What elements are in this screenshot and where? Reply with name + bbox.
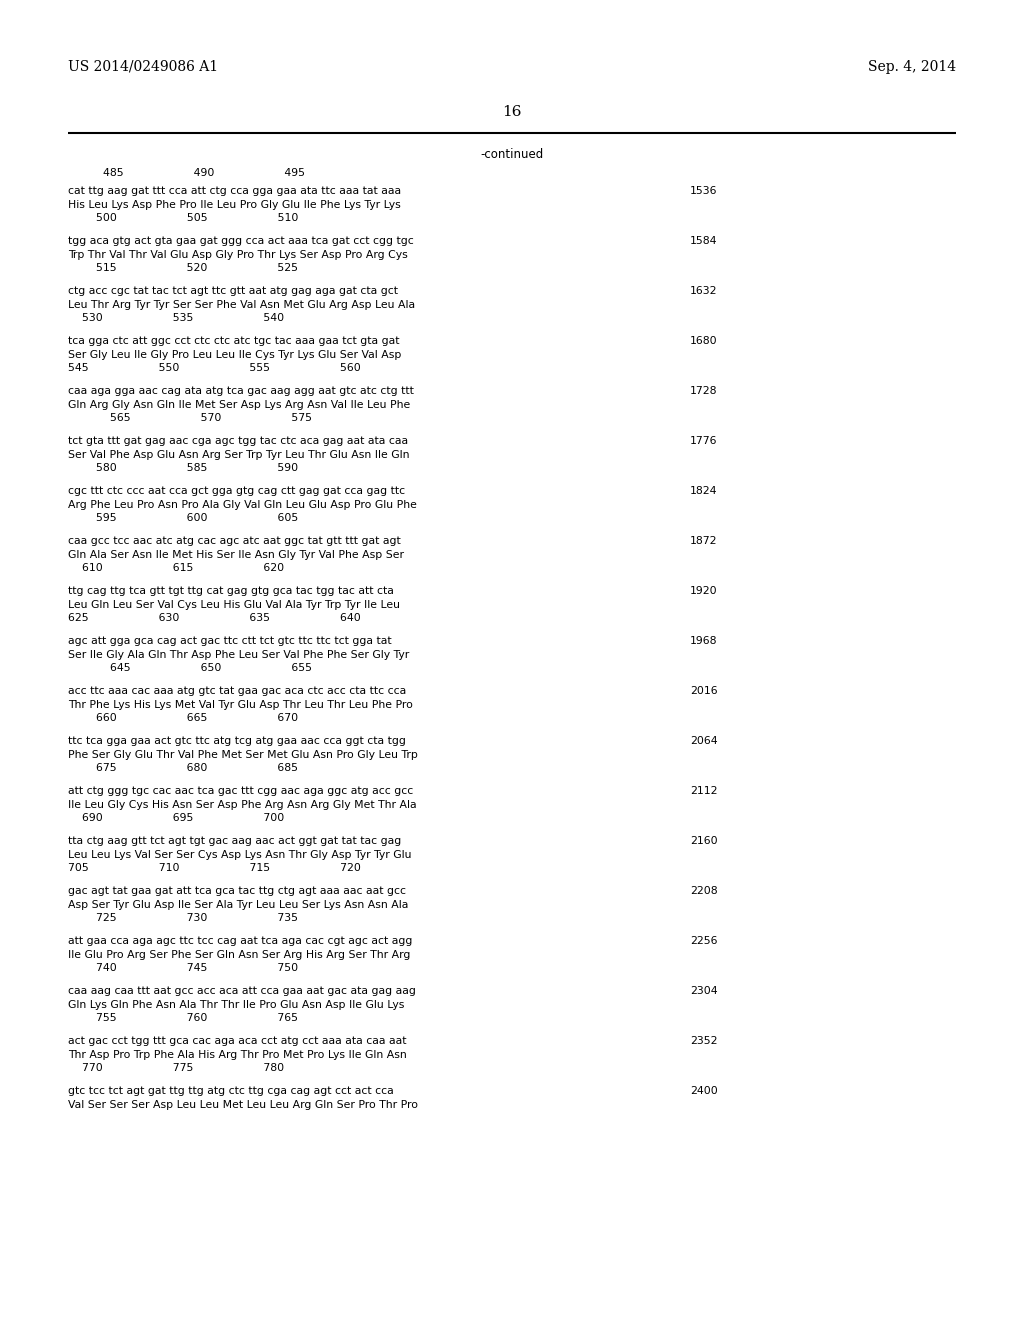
Text: 705                    710                    715                    720: 705 710 715 720 [68,863,360,873]
Text: 500                    505                    510: 500 505 510 [68,213,298,223]
Text: 625                    630                    635                    640: 625 630 635 640 [68,612,360,623]
Text: -continued: -continued [480,148,544,161]
Text: 1920: 1920 [690,586,718,597]
Text: att ctg ggg tgc cac aac tca gac ttt cgg aac aga ggc atg acc gcc: att ctg ggg tgc cac aac tca gac ttt cgg … [68,785,414,796]
Text: 2112: 2112 [690,785,718,796]
Text: 645                    650                    655: 645 650 655 [68,663,312,673]
Text: Thr Asp Pro Trp Phe Ala His Arg Thr Pro Met Pro Lys Ile Gln Asn: Thr Asp Pro Trp Phe Ala His Arg Thr Pro … [68,1049,407,1060]
Text: 1680: 1680 [690,337,718,346]
Text: act gac cct tgg ttt gca cac aga aca cct atg cct aaa ata caa aat: act gac cct tgg ttt gca cac aga aca cct … [68,1036,407,1045]
Text: Thr Phe Lys His Lys Met Val Tyr Glu Asp Thr Leu Thr Leu Phe Pro: Thr Phe Lys His Lys Met Val Tyr Glu Asp … [68,700,413,710]
Text: gac agt tat gaa gat att tca gca tac ttg ctg agt aaa aac aat gcc: gac agt tat gaa gat att tca gca tac ttg … [68,886,406,896]
Text: 2208: 2208 [690,886,718,896]
Text: cat ttg aag gat ttt cca att ctg cca gga gaa ata ttc aaa tat aaa: cat ttg aag gat ttt cca att ctg cca gga … [68,186,401,195]
Text: 16: 16 [502,106,522,119]
Text: caa aag caa ttt aat gcc acc aca att cca gaa aat gac ata gag aag: caa aag caa ttt aat gcc acc aca att cca … [68,986,416,997]
Text: tgg aca gtg act gta gaa gat ggg cca act aaa tca gat cct cgg tgc: tgg aca gtg act gta gaa gat ggg cca act … [68,236,414,246]
Text: 565                    570                    575: 565 570 575 [68,413,312,422]
Text: cgc ttt ctc ccc aat cca gct gga gtg cag ctt gag gat cca gag ttc: cgc ttt ctc ccc aat cca gct gga gtg cag … [68,486,406,496]
Text: 2400: 2400 [690,1086,718,1096]
Text: 515                    520                    525: 515 520 525 [68,263,298,273]
Text: 1584: 1584 [690,236,718,246]
Text: gtc tcc tct agt gat ttg ttg atg ctc ttg cga cag agt cct act cca: gtc tcc tct agt gat ttg ttg atg ctc ttg … [68,1086,394,1096]
Text: 740                    745                    750: 740 745 750 [68,964,298,973]
Text: acc ttc aaa cac aaa atg gtc tat gaa gac aca ctc acc cta ttc cca: acc ttc aaa cac aaa atg gtc tat gaa gac … [68,686,407,696]
Text: 1776: 1776 [690,436,718,446]
Text: agc att gga gca cag act gac ttc ctt tct gtc ttc ttc tct gga tat: agc att gga gca cag act gac ttc ctt tct … [68,636,391,645]
Text: tct gta ttt gat gag aac cga agc tgg tac ctc aca gag aat ata caa: tct gta ttt gat gag aac cga agc tgg tac … [68,436,409,446]
Text: 1632: 1632 [690,286,718,296]
Text: Phe Ser Gly Glu Thr Val Phe Met Ser Met Glu Asn Pro Gly Leu Trp: Phe Ser Gly Glu Thr Val Phe Met Ser Met … [68,750,418,759]
Text: 1872: 1872 [690,536,718,546]
Text: tca gga ctc att ggc cct ctc ctc atc tgc tac aaa gaa tct gta gat: tca gga ctc att ggc cct ctc ctc atc tgc … [68,337,399,346]
Text: caa gcc tcc aac atc atg cac agc atc aat ggc tat gtt ttt gat agt: caa gcc tcc aac atc atg cac agc atc aat … [68,536,400,546]
Text: 1968: 1968 [690,636,718,645]
Text: ttc tca gga gaa act gtc ttc atg tcg atg gaa aac cca ggt cta tgg: ttc tca gga gaa act gtc ttc atg tcg atg … [68,737,406,746]
Text: 485                    490                    495: 485 490 495 [68,168,305,178]
Text: US 2014/0249086 A1: US 2014/0249086 A1 [68,59,218,74]
Text: Ser Gly Leu Ile Gly Pro Leu Leu Ile Cys Tyr Lys Glu Ser Val Asp: Ser Gly Leu Ile Gly Pro Leu Leu Ile Cys … [68,350,401,359]
Text: Val Ser Ser Ser Asp Leu Leu Met Leu Leu Arg Gln Ser Pro Thr Pro: Val Ser Ser Ser Asp Leu Leu Met Leu Leu … [68,1100,418,1110]
Text: Ser Ile Gly Ala Gln Thr Asp Phe Leu Ser Val Phe Phe Ser Gly Tyr: Ser Ile Gly Ala Gln Thr Asp Phe Leu Ser … [68,649,410,660]
Text: 675                    680                    685: 675 680 685 [68,763,298,774]
Text: 580                    585                    590: 580 585 590 [68,463,298,473]
Text: Sep. 4, 2014: Sep. 4, 2014 [868,59,956,74]
Text: ttg cag ttg tca gtt tgt ttg cat gag gtg gca tac tgg tac att cta: ttg cag ttg tca gtt tgt ttg cat gag gtg … [68,586,394,597]
Text: ctg acc cgc tat tac tct agt ttc gtt aat atg gag aga gat cta gct: ctg acc cgc tat tac tct agt ttc gtt aat … [68,286,398,296]
Text: caa aga gga aac cag ata atg tca gac aag agg aat gtc atc ctg ttt: caa aga gga aac cag ata atg tca gac aag … [68,385,414,396]
Text: 690                    695                    700: 690 695 700 [68,813,285,822]
Text: tta ctg aag gtt tct agt tgt gac aag aac act ggt gat tat tac gag: tta ctg aag gtt tct agt tgt gac aag aac … [68,836,401,846]
Text: Trp Thr Val Thr Val Glu Asp Gly Pro Thr Lys Ser Asp Pro Arg Cys: Trp Thr Val Thr Val Glu Asp Gly Pro Thr … [68,249,408,260]
Text: 770                    775                    780: 770 775 780 [68,1063,284,1073]
Text: 2352: 2352 [690,1036,718,1045]
Text: 2160: 2160 [690,836,718,846]
Text: 595                    600                    605: 595 600 605 [68,513,298,523]
Text: 530                    535                    540: 530 535 540 [68,313,284,323]
Text: 2016: 2016 [690,686,718,696]
Text: Gln Arg Gly Asn Gln Ile Met Ser Asp Lys Arg Asn Val Ile Leu Phe: Gln Arg Gly Asn Gln Ile Met Ser Asp Lys … [68,400,411,409]
Text: Gln Lys Gln Phe Asn Ala Thr Thr Ile Pro Glu Asn Asp Ile Glu Lys: Gln Lys Gln Phe Asn Ala Thr Thr Ile Pro … [68,999,404,1010]
Text: 1728: 1728 [690,385,718,396]
Text: Arg Phe Leu Pro Asn Pro Ala Gly Val Gln Leu Glu Asp Pro Glu Phe: Arg Phe Leu Pro Asn Pro Ala Gly Val Gln … [68,499,417,510]
Text: 660                    665                    670: 660 665 670 [68,713,298,723]
Text: 2256: 2256 [690,936,718,946]
Text: Ser Val Phe Asp Glu Asn Arg Ser Trp Tyr Leu Thr Glu Asn Ile Gln: Ser Val Phe Asp Glu Asn Arg Ser Trp Tyr … [68,450,410,459]
Text: 725                    730                    735: 725 730 735 [68,913,298,923]
Text: Ile Leu Gly Cys His Asn Ser Asp Phe Arg Asn Arg Gly Met Thr Ala: Ile Leu Gly Cys His Asn Ser Asp Phe Arg … [68,800,417,809]
Text: 755                    760                    765: 755 760 765 [68,1012,298,1023]
Text: Leu Gln Leu Ser Val Cys Leu His Glu Val Ala Tyr Trp Tyr Ile Leu: Leu Gln Leu Ser Val Cys Leu His Glu Val … [68,599,400,610]
Text: 2304: 2304 [690,986,718,997]
Text: 1824: 1824 [690,486,718,496]
Text: 610                    615                    620: 610 615 620 [68,564,284,573]
Text: Leu Leu Lys Val Ser Ser Cys Asp Lys Asn Thr Gly Asp Tyr Tyr Glu: Leu Leu Lys Val Ser Ser Cys Asp Lys Asn … [68,850,412,859]
Text: 545                    550                    555                    560: 545 550 555 560 [68,363,360,374]
Text: Asp Ser Tyr Glu Asp Ile Ser Ala Tyr Leu Leu Ser Lys Asn Asn Ala: Asp Ser Tyr Glu Asp Ile Ser Ala Tyr Leu … [68,899,409,909]
Text: His Leu Lys Asp Phe Pro Ile Leu Pro Gly Glu Ile Phe Lys Tyr Lys: His Leu Lys Asp Phe Pro Ile Leu Pro Gly … [68,199,400,210]
Text: Gln Ala Ser Asn Ile Met His Ser Ile Asn Gly Tyr Val Phe Asp Ser: Gln Ala Ser Asn Ile Met His Ser Ile Asn … [68,549,404,560]
Text: 1536: 1536 [690,186,718,195]
Text: att gaa cca aga agc ttc tcc cag aat tca aga cac cgt agc act agg: att gaa cca aga agc ttc tcc cag aat tca … [68,936,413,946]
Text: Leu Thr Arg Tyr Tyr Ser Ser Phe Val Asn Met Glu Arg Asp Leu Ala: Leu Thr Arg Tyr Tyr Ser Ser Phe Val Asn … [68,300,415,309]
Text: Ile Glu Pro Arg Ser Phe Ser Gln Asn Ser Arg His Arg Ser Thr Arg: Ile Glu Pro Arg Ser Phe Ser Gln Asn Ser … [68,949,411,960]
Text: 2064: 2064 [690,737,718,746]
